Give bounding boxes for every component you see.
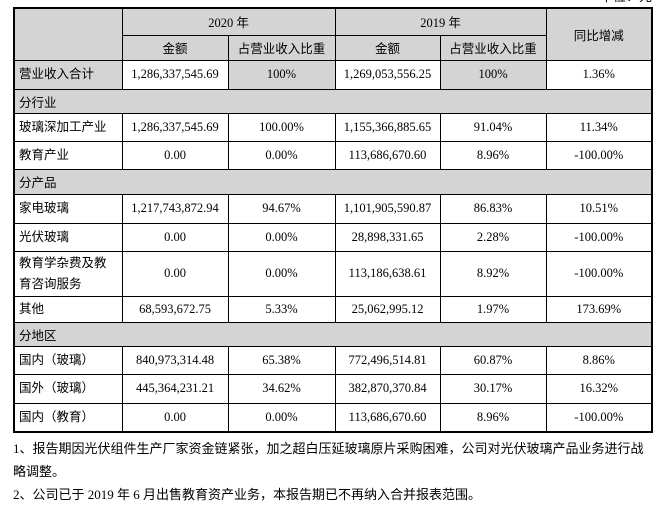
cell-2019-amount: 1,269,053,556.25 — [334, 59, 441, 90]
header-amount-2019: 金额 — [334, 34, 441, 61]
section-label: 分行业 — [13, 88, 653, 114]
cell-2019-share: 30.17% — [439, 373, 547, 404]
cell-2020-amount: 840,973,314.48 — [121, 345, 229, 375]
cell-yoy: 16.32% — [545, 373, 653, 404]
cell-2019-share: 8.96% — [439, 140, 547, 170]
footnote-2: 2、公司已于 2019 年 6 月出售教育资产业务，本报告期已不再纳入合并报表范… — [13, 487, 482, 502]
cell-2019-share: 8.92% — [439, 250, 547, 297]
row-label: 家电玻璃 — [13, 193, 123, 224]
cell-2020-amount: 0.00 — [121, 402, 229, 433]
cell-2019-amount: 113,686,670.60 — [334, 402, 441, 433]
row-label: 教育产业 — [13, 140, 123, 170]
header-yoy: 同比增减 — [545, 7, 653, 61]
row-label: 教育学杂费及教育咨询服务 — [13, 250, 123, 297]
header-share-2020: 占营业收入比重 — [227, 34, 336, 61]
cell-yoy: 8.86% — [545, 345, 653, 375]
cell-2019-amount: 1,155,366,885.65 — [334, 112, 441, 142]
cell-2020-amount: 0.00 — [121, 250, 229, 297]
cell-2020-share: 34.62% — [227, 373, 336, 404]
row-label: 国内（玻璃） — [13, 345, 123, 375]
cell-2020-share: 0.00% — [227, 250, 336, 297]
header-year-2019: 2019 年 — [334, 7, 547, 36]
cell-2020-share: 0.00% — [227, 140, 336, 170]
cell-yoy: 1.36% — [545, 59, 653, 90]
cell-2020-amount: 0.00 — [121, 222, 229, 252]
cell-2020-amount: 68,593,672.75 — [121, 295, 229, 323]
cell-2019-amount: 25,062,995.12 — [334, 295, 441, 323]
header-corner-cell — [13, 7, 123, 61]
cell-yoy: 11.34% — [545, 112, 653, 142]
cell-2020-share: 65.38% — [227, 345, 336, 375]
cell-2019-share: 1.97% — [439, 295, 547, 323]
cell-2020-share: 0.00% — [227, 402, 336, 433]
cell-yoy: -100.00% — [545, 222, 653, 252]
row-label: 玻璃深加工产业 — [13, 112, 123, 142]
cell-2020-share: 0.00% — [227, 222, 336, 252]
cell-2020-amount: 1,217,743,872.94 — [121, 193, 229, 224]
cell-2019-amount: 113,686,670.60 — [334, 140, 441, 170]
table-row-domestic-glass: 国内（玻璃） 840,973,314.48 65.38% 772,496,514… — [13, 345, 653, 375]
table-row-overseas-glass: 国外（玻璃） 445,364,231.21 34.62% 382,870,370… — [13, 373, 653, 404]
cell-2020-share: 100.00% — [227, 112, 336, 142]
cell-2019-amount: 113,186,638.61 — [334, 250, 441, 297]
table-row-other: 其他 68,593,672.75 5.33% 25,062,995.12 1.9… — [13, 295, 653, 323]
cell-yoy: 10.51% — [545, 193, 653, 224]
cell-2019-share: 100% — [439, 59, 547, 90]
row-label: 国内（教育） — [13, 402, 123, 433]
row-label: 其他 — [13, 295, 123, 323]
cell-2020-share: 5.33% — [227, 295, 336, 323]
header-year-2020: 2020 年 — [121, 7, 336, 36]
cell-2020-amount: 445,364,231.21 — [121, 373, 229, 404]
cell-yoy: -100.00% — [545, 140, 653, 170]
cell-2020-share: 94.67% — [227, 193, 336, 224]
row-label: 营业收入合计 — [13, 59, 123, 90]
table-row-pv-glass: 光伏玻璃 0.00 0.00% 28,898,331.65 2.28% -100… — [13, 222, 653, 252]
section-row-by-product: 分产品 — [13, 168, 653, 195]
cell-2019-amount: 382,870,370.84 — [334, 373, 441, 404]
cell-2020-amount: 0.00 — [121, 140, 229, 170]
table-row-total-revenue: 营业收入合计 1,286,337,545.69 100% 1,269,053,5… — [13, 59, 653, 90]
cell-2019-share: 8.96% — [439, 402, 547, 433]
table-row-education-tuition: 教育学杂费及教育咨询服务 0.00 0.00% 113,186,638.61 8… — [13, 250, 653, 297]
unit-label-clipped: 单位：元 — [600, 0, 652, 4]
revenue-breakdown-table: 2020 年 2019 年 同比增减 金额 占营业收入比重 金额 占营业收入比重… — [13, 7, 654, 433]
row-label: 光伏玻璃 — [13, 222, 123, 252]
section-row-by-industry: 分行业 — [13, 88, 653, 114]
header-row-measures: 金额 占营业收入比重 金额 占营业收入比重 — [14, 34, 652, 61]
table-row-glass-processing: 玻璃深加工产业 1,286,337,545.69 100.00% 1,155,3… — [13, 112, 653, 142]
section-row-by-region: 分地区 — [13, 321, 653, 347]
cell-2019-amount: 772,496,514.81 — [334, 345, 441, 375]
section-label: 分地区 — [13, 321, 653, 347]
cell-2020-amount: 1,286,337,545.69 — [121, 59, 229, 90]
table-row-appliance-glass: 家电玻璃 1,217,743,872.94 94.67% 1,101,905,5… — [13, 193, 653, 224]
footnotes: 1、报告期因光伏组件生产厂家资金链紧张，加之超白压延玻璃原片采购困难，公司对光伏… — [13, 437, 653, 506]
cell-2019-amount: 1,101,905,590.87 — [334, 193, 441, 224]
cell-2019-share: 60.87% — [439, 345, 547, 375]
cell-2019-share: 2.28% — [439, 222, 547, 252]
table-row-education-industry: 教育产业 0.00 0.00% 113,686,670.60 8.96% -10… — [13, 140, 653, 170]
cell-2019-share: 91.04% — [439, 112, 547, 142]
cell-2020-amount: 1,286,337,545.69 — [121, 112, 229, 142]
header-row-years: 2020 年 2019 年 同比增减 — [13, 7, 653, 61]
cell-yoy: -100.00% — [545, 250, 653, 297]
cell-2020-share: 100% — [227, 59, 336, 90]
header-amount-2020: 金额 — [121, 34, 229, 61]
cell-yoy: -100.00% — [545, 402, 653, 433]
cell-2019-amount: 28,898,331.65 — [334, 222, 441, 252]
row-label: 国外（玻璃） — [13, 373, 123, 404]
cell-yoy: 173.69% — [545, 295, 653, 323]
cell-2019-share: 86.83% — [439, 193, 547, 224]
header-share-2019: 占营业收入比重 — [439, 34, 547, 61]
section-label: 分产品 — [13, 168, 653, 195]
table-row-domestic-education: 国内（教育） 0.00 0.00% 113,686,670.60 8.96% -… — [13, 402, 653, 433]
footnote-1: 1、报告期因光伏组件生产厂家资金链紧张，加之超白压延玻璃原片采购困难，公司对光伏… — [13, 441, 644, 479]
